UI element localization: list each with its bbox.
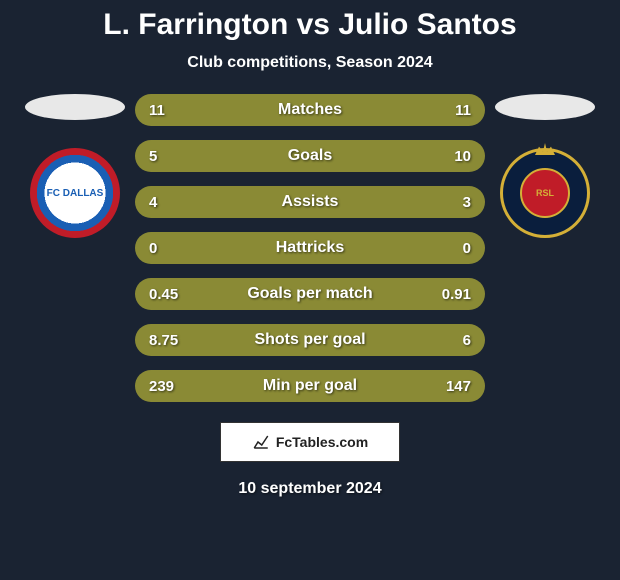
stat-value-left: 8.75 (149, 332, 178, 349)
club-logo-left: FC DALLAS (30, 148, 120, 238)
stat-value-left: 0.45 (149, 286, 178, 303)
stat-row: 0 Hattricks 0 (135, 232, 485, 264)
stat-row: 11 Matches 11 (135, 94, 485, 126)
club-name-right: RSL (520, 168, 570, 218)
stat-value-left: 0 (149, 240, 157, 257)
stat-row: 8.75 Shots per goal 6 (135, 324, 485, 356)
stat-value-right: 0.91 (442, 286, 471, 303)
stat-row: 239 Min per goal 147 (135, 370, 485, 402)
stat-value-right: 10 (454, 148, 471, 165)
stat-label: Min per goal (263, 377, 357, 395)
page-title: L. Farrington vs Julio Santos (103, 8, 516, 42)
subtitle: Club competitions, Season 2024 (187, 54, 432, 72)
comparison-infographic: L. Farrington vs Julio Santos Club compe… (0, 0, 620, 580)
player-avatar-left (25, 94, 125, 120)
stat-value-right: 0 (463, 240, 471, 257)
chart-icon (252, 433, 270, 451)
stat-value-right: 3 (463, 194, 471, 211)
stat-label: Hattricks (276, 239, 344, 257)
stat-row: 5 Goals 10 (135, 140, 485, 172)
stat-label: Assists (282, 193, 339, 211)
player-avatar-right (495, 94, 595, 120)
stat-value-left: 4 (149, 194, 157, 211)
stat-value-left: 5 (149, 148, 157, 165)
stat-value-left: 239 (149, 378, 174, 395)
stats-column: 11Matches115Goals104Assists30Hattricks00… (135, 94, 485, 402)
stat-row: 0.45 Goals per match 0.91 (135, 278, 485, 310)
stat-label: Matches (278, 101, 342, 119)
footer-label: FcTables.com (276, 434, 368, 450)
footer-branding: FcTables.com (220, 422, 400, 462)
stat-row: 4 Assists 3 (135, 186, 485, 218)
stat-label: Goals (288, 147, 332, 165)
right-player-column: RSL (485, 94, 605, 238)
comparison-area: FC DALLAS 11 Matches 11 5 Goals 10 4 Assists 3 0 H… (0, 94, 620, 402)
stat-value-right: 147 (446, 378, 471, 395)
stat-label: Shots per goal (254, 331, 365, 349)
stat-label: Goals per match (247, 285, 372, 303)
stat-value-left: 11 (149, 102, 165, 119)
stat-value-right: 6 (463, 332, 471, 349)
date-label: 10 september 2024 (238, 480, 381, 498)
club-name-left: FC DALLAS (47, 188, 104, 199)
left-player-column: FC DALLAS (15, 94, 135, 238)
stat-value-right: 11 (455, 102, 471, 119)
club-logo-right: RSL (500, 148, 590, 238)
